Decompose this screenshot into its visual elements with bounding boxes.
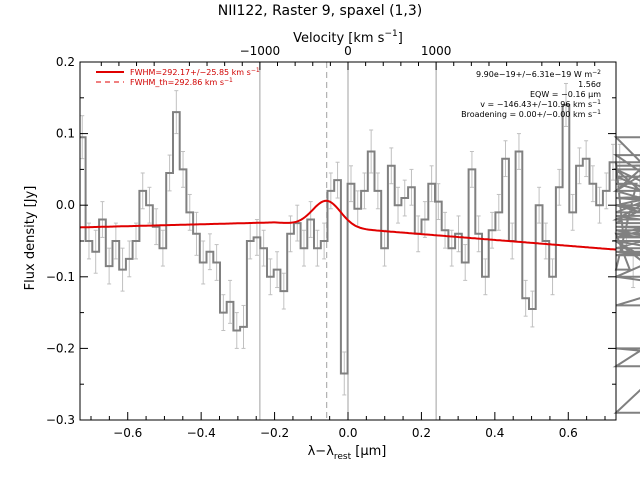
plot-area: −0.6 −0.4 −0.2 0.0 0.2 0.4 0.6 −0.3 −0.2 −0.1 0.0 0… (46, 44, 640, 440)
annotation-sup: −2 (592, 69, 601, 76)
annotation-sup: −1 (592, 99, 601, 106)
y-tick-label: 0.2 (56, 55, 75, 69)
top-tick-label: 0 (344, 44, 352, 58)
annotation: Broadening = 0.00+/−0.00 km s−1 (461, 109, 601, 119)
annotation-sup: −1 (592, 109, 601, 116)
top-axis-label-main: Velocity [km s (293, 31, 385, 46)
x-tick-label: −0.4 (187, 426, 216, 440)
annotation: EQW = −0.16 μm (530, 90, 601, 99)
annotation: 9.90e−19+/−6.31e−19 W m−2 (476, 69, 601, 79)
x-tick-label: 0.6 (559, 426, 578, 440)
x-tick-label: 0.4 (485, 426, 504, 440)
y-tick-label: −0.3 (46, 413, 75, 427)
fit-curve-group (79, 199, 617, 251)
legend-label-sup: −1 (224, 77, 233, 84)
y-tick-label: 0.0 (56, 198, 75, 212)
x-tick-label: −0.2 (260, 426, 289, 440)
legend-label: FWHM=292.17+/−25.85 km s−1 (130, 67, 260, 77)
annotation: v = −146.43+/−10.96 km s−1 (480, 99, 601, 109)
y-tick-label: −0.1 (46, 270, 75, 284)
top-tick-label: 1000 (421, 44, 452, 58)
legend-label: FWHM_th=292.86 km s−1 (130, 77, 233, 87)
top-axis-label: Velocity [km s−1] (293, 29, 403, 46)
legend-label-sup: −1 (251, 67, 260, 74)
x-tick-label: 0.2 (412, 426, 431, 440)
annotation: 1.56σ (578, 80, 601, 89)
axis-ticks: −0.6 −0.4 −0.2 0.0 0.2 0.4 0.6 −0.3 −0.2 −0.1 0.0 0… (46, 44, 616, 440)
x-axis-label-main: λ−λ (308, 444, 335, 459)
top-tick-label: −1000 (240, 44, 281, 58)
x-tick-label: 0.0 (338, 426, 357, 440)
spectrum-histogram (80, 104, 640, 414)
y-tick-label: −0.2 (46, 341, 75, 355)
chart-title: NII122, Raster 9, spaxel (1,3) (218, 3, 423, 19)
fit-curve (79, 199, 617, 251)
annotation-text: Broadening = 0.00+/−0.00 km s (461, 110, 592, 119)
legend-label-text: FWHM=292.17+/−25.85 km s (130, 68, 251, 77)
spectrum-line (80, 104, 640, 414)
annotation-text: EQW = −0.16 μm (530, 90, 601, 99)
annotation-text: v = −146.43+/−10.96 km s (480, 100, 592, 109)
x-axis-label: λ−λrest [μm] (308, 444, 387, 462)
x-axis-label-unit: [μm] (351, 444, 386, 459)
top-axis-label-sup: −1 (384, 29, 397, 39)
x-tick-label: −0.6 (113, 426, 142, 440)
annotation-text: 9.90e−19+/−6.31e−19 W m (476, 70, 592, 79)
legend-label-text: FWHM_th=292.86 km s (130, 78, 224, 87)
legend: FWHM=292.17+/−25.85 km s−1FWHM_th=292.86… (96, 67, 260, 87)
annotation-text: 1.56σ (578, 80, 601, 89)
top-axis-label-end: ] (398, 31, 403, 46)
x-axis-label-sub: rest (334, 452, 352, 462)
y-axis-label: Flux density [Jy] (23, 186, 38, 291)
y-tick-label: 0.1 (56, 127, 75, 141)
